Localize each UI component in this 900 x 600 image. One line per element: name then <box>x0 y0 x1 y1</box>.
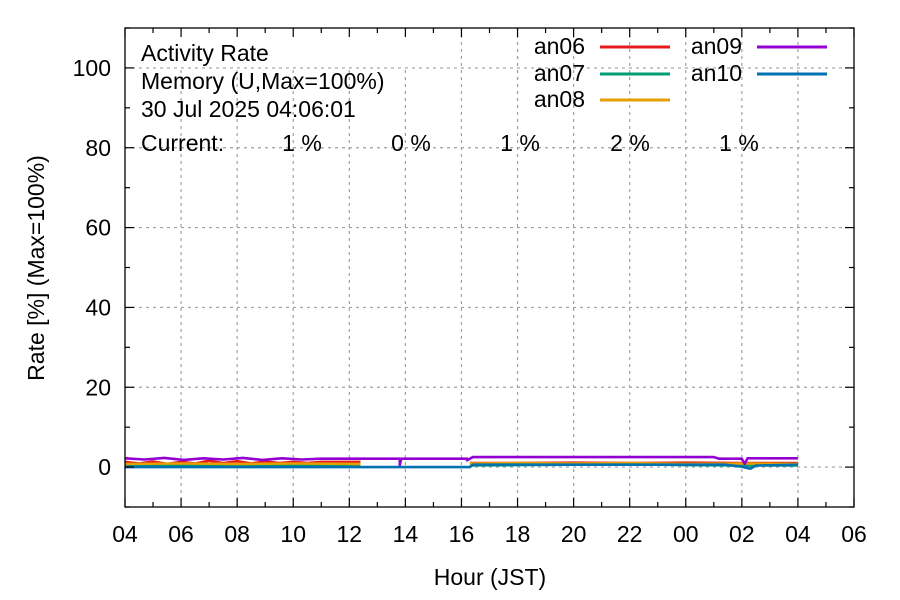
y-tick-label: 0 <box>98 454 111 480</box>
legend-label-an09: an09 <box>691 33 742 59</box>
y-tick-label: 20 <box>85 374 111 400</box>
x-tick-label: 06 <box>168 521 194 547</box>
legend-label-an06: an06 <box>534 33 585 59</box>
chart-title: Activity Rate <box>141 40 269 66</box>
y-tick-label: 80 <box>85 135 111 161</box>
legend-label-an07: an07 <box>534 60 585 86</box>
x-tick-label: 04 <box>112 521 138 547</box>
x-tick-label: 00 <box>673 521 699 547</box>
y-axis-title: Rate [%] (Max=100%) <box>23 155 49 381</box>
x-tick-label: 14 <box>393 521 419 547</box>
current-value-an09: 2 % <box>610 130 650 156</box>
current-value-an10: 1 % <box>719 130 759 156</box>
y-tick-label: 40 <box>85 294 111 320</box>
axis-ticks: 04 06 08 10 12 14 16 18 20 22 00 02 04 06 0 20 40 60 80 100 <box>73 27 867 547</box>
current-label: Current: <box>141 130 224 156</box>
legend-label-an10: an10 <box>691 60 742 86</box>
x-tick-label: 06 <box>841 521 867 547</box>
x-tick-label: 04 <box>785 521 811 547</box>
series-lines <box>124 455 798 471</box>
x-tick-label: 12 <box>337 521 363 547</box>
current-value-an08: 1 % <box>500 130 540 156</box>
x-tick-label: 18 <box>505 521 531 547</box>
x-tick-label: 22 <box>617 521 643 547</box>
chart-timestamp: 30 Jul 2025 04:06:01 <box>141 96 356 122</box>
legend-label-an08: an08 <box>534 86 585 112</box>
current-value-an07: 0 % <box>391 130 431 156</box>
x-tick-label: 16 <box>449 521 475 547</box>
current-value-an06: 1 % <box>282 130 322 156</box>
series-line-an09 <box>124 455 798 467</box>
x-tick-label: 02 <box>729 521 755 547</box>
legend: an06 an07 an08 an09 an10 <box>534 33 827 112</box>
x-axis-title: Hour (JST) <box>434 564 546 590</box>
current-values: 1 % 0 % 1 % 2 % 1 % <box>282 130 759 156</box>
chart-subtitle: Memory (U,Max=100%) <box>141 68 384 94</box>
y-tick-label: 100 <box>73 55 111 81</box>
y-tick-label: 60 <box>85 215 111 241</box>
x-tick-label: 10 <box>280 521 306 547</box>
series-line-an08 <box>469 461 798 466</box>
x-tick-label: 08 <box>224 521 250 547</box>
x-tick-label: 20 <box>561 521 587 547</box>
series-line-an10 <box>125 463 798 471</box>
